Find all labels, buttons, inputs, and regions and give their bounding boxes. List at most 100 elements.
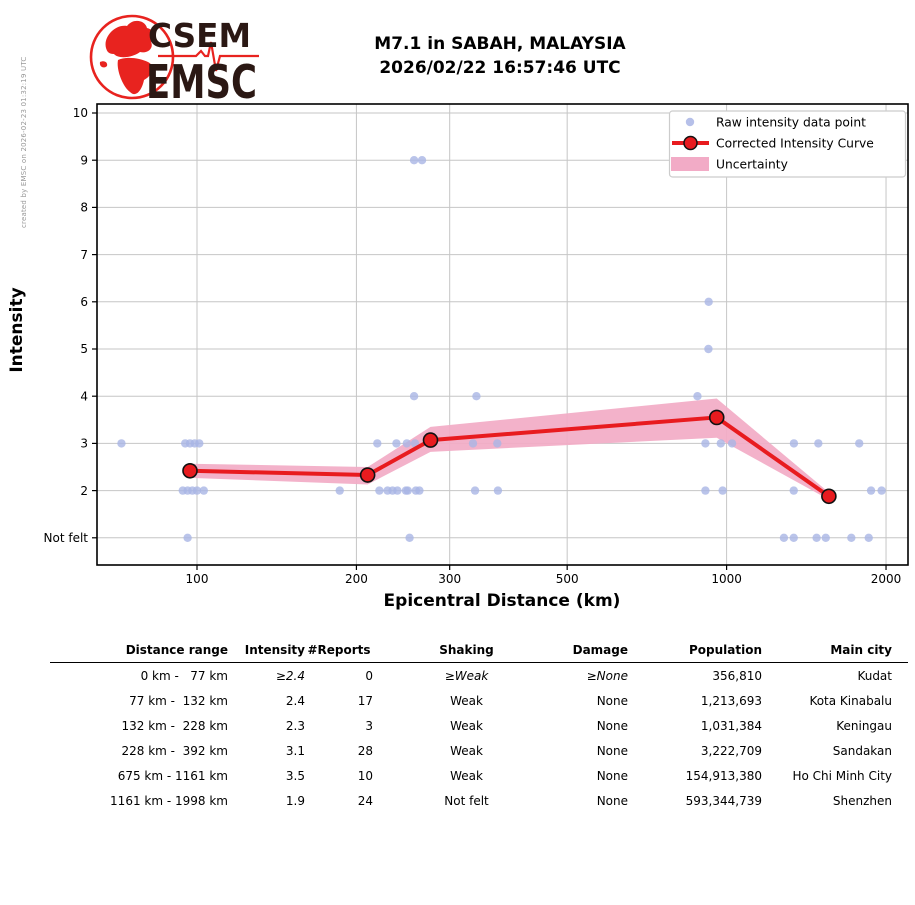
corrected-curve-marker — [182, 462, 198, 479]
table-cell: None — [596, 718, 628, 733]
table-row: 228 km - 392 km 3.1 28 Weak None 3,222,709 San… — [50, 738, 915, 763]
table-header-cell: Population — [688, 643, 762, 657]
table-header-cell: Shaking — [439, 643, 494, 657]
x-tick-label: 2000 — [871, 572, 902, 586]
legend-label: Corrected Intensity Curve — [716, 136, 874, 150]
y-axis-label: Intensity — [7, 287, 27, 372]
table-cell: None — [596, 743, 628, 758]
legend-label: Raw intensity data point — [716, 115, 866, 129]
y-tick-label: 5 — [80, 342, 88, 356]
chart-title: M7.1 in SABAH, MALAYSIA 2026/02/22 16:57… — [250, 32, 750, 80]
y-tick-label: 3 — [80, 437, 88, 451]
table-cell: 1.9 — [285, 793, 305, 808]
raw-intensity-point — [470, 486, 480, 495]
table-cell: 17 — [357, 693, 373, 708]
raw-intensity-point — [393, 486, 402, 495]
table-cell: Weak — [450, 743, 483, 758]
table-cell: Weak — [450, 693, 483, 708]
raw-intensity-point — [812, 533, 821, 542]
raw-intensity-point — [403, 486, 412, 495]
table-cell: 675 km - 1161 km — [117, 768, 228, 783]
table-cell: 356,810 — [712, 668, 762, 683]
raw-intensity-point — [779, 533, 789, 542]
raw-intensity-point — [392, 439, 401, 448]
raw-intensity-point — [409, 392, 419, 401]
table-cell: 2.4 — [285, 693, 305, 708]
table-cell: Not felt — [444, 793, 489, 808]
table-cell: Sandakan — [832, 743, 892, 758]
raw-intensity-point — [373, 439, 382, 448]
globe-icon — [89, 14, 175, 100]
corrected-curve-marker — [359, 467, 376, 483]
raw-intensity-point — [199, 486, 208, 495]
raw-intensity-point — [402, 439, 412, 448]
table-cell: 3.5 — [285, 768, 305, 783]
raw-intensity-point — [468, 439, 478, 448]
table-cell: None — [596, 693, 628, 708]
table-row: 0 km - 77 km ≥2.4 0 ≥Weak ≥None 356,810 Kudat — [50, 663, 915, 688]
y-tick-label: 9 — [80, 153, 88, 167]
corrected-curve-marker — [708, 409, 725, 426]
raw-intensity-point — [493, 486, 503, 495]
seismogram-icon — [158, 41, 259, 72]
table-row: 132 km - 228 km 2.3 3 Weak None 1,031,384 Keni… — [50, 713, 915, 738]
raw-intensity-point — [493, 439, 502, 448]
intensity-chart: 100 200 300 500 1000 2000 Not felt 2 3 4 5 6 7 8 9 10 Ep… — [7, 103, 909, 611]
legend-label: Uncertainty — [716, 157, 788, 171]
raw-intensity-point — [417, 156, 427, 165]
raw-intensity-point — [877, 486, 886, 495]
table-row: 1161 km - 1998 km 1.9 24 Not felt None 593,34… — [50, 788, 915, 813]
table-header-row: Distance range Intensity #Reports Shaking Da… — [50, 638, 915, 662]
raw-intensity-point — [192, 486, 202, 495]
y-tick-label: 4 — [80, 389, 88, 403]
x-tick-label: 1000 — [711, 572, 742, 586]
raw-intensity-point — [864, 533, 873, 542]
table-cell: Weak — [450, 768, 483, 783]
raw-intensity-point — [855, 439, 864, 448]
raw-intensity-point — [701, 486, 710, 495]
raw-intensity-point — [117, 439, 126, 448]
event-title: M7.1 in SABAH, MALAYSIA — [374, 34, 626, 54]
table-cell: Kudat — [857, 668, 892, 683]
raw-intensity-point — [704, 344, 713, 354]
raw-intensity-point — [814, 439, 823, 448]
legend-box — [668, 110, 907, 178]
table-cell: Keningau — [836, 718, 892, 733]
table-cell: 154,913,380 — [685, 768, 762, 783]
table-cell: ≥2.4 — [275, 668, 305, 683]
raw-intensity-point — [821, 533, 830, 542]
table-cell: 0 km - 77 km — [140, 668, 228, 683]
table-header-cell: Main city — [830, 643, 892, 657]
raw-intensity-point — [409, 156, 419, 165]
legend-marker-swatch — [683, 135, 698, 151]
raw-intensity-point — [405, 533, 414, 542]
raw-intensity-point — [789, 533, 798, 542]
raw-intensity-point — [183, 533, 192, 542]
raw-intensity-point — [375, 486, 384, 495]
table-cell: 10 — [357, 768, 373, 783]
table-row: 77 km - 132 km 2.4 17 Weak None 1,213,693 Kota… — [50, 688, 915, 713]
table-cell: 132 km - 228 km — [121, 718, 229, 733]
table-header-cell: #Reports — [307, 643, 371, 657]
table-cell: 3 — [365, 718, 373, 733]
table-cell: None — [596, 793, 628, 808]
legend-patch-swatch — [671, 157, 709, 171]
table-header-cell: Distance range — [125, 643, 228, 657]
table-cell: 593,344,739 — [685, 793, 762, 808]
table-row: 675 km - 1161 km 3.5 10 Weak None 154,913,380… — [50, 763, 915, 788]
corrected-curve-marker — [821, 488, 837, 505]
y-tick-label: Not felt — [44, 531, 89, 545]
table-cell: None — [596, 768, 628, 783]
uncertainty-band — [189, 398, 829, 500]
table-cell: ≥Weak — [444, 668, 489, 683]
x-tick-label: 500 — [556, 572, 579, 586]
x-tick-label: 300 — [438, 572, 461, 586]
raw-intensity-point — [335, 486, 344, 495]
raw-intensity-point — [195, 439, 204, 448]
table-cell: Kota Kinabalu — [809, 693, 892, 708]
table-cell: 28 — [357, 743, 373, 758]
raw-intensity-point — [847, 533, 856, 542]
table-cell: Ho Chi Minh City — [792, 768, 892, 783]
x-tick-label: 100 — [186, 572, 209, 586]
y-tick-label: 7 — [80, 248, 88, 262]
